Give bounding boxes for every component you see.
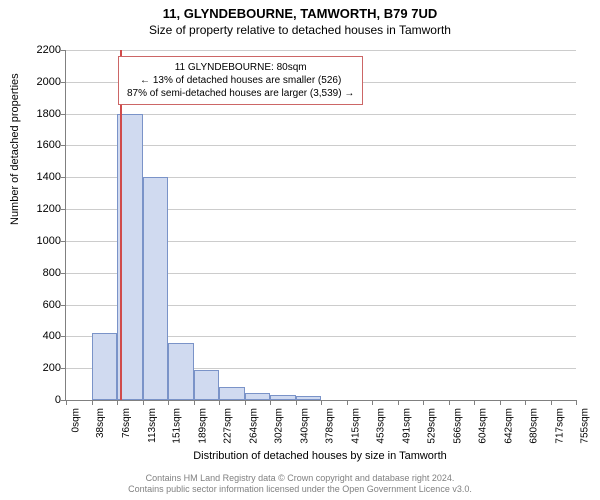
xtick-mark <box>551 400 552 405</box>
footer: Contains HM Land Registry data © Crown c… <box>0 473 600 496</box>
histogram-bar <box>194 370 220 400</box>
histogram-bar <box>92 333 118 400</box>
ytick-label: 2000 <box>21 76 61 88</box>
ytick-mark <box>61 241 66 242</box>
xtick-label: 566sqm <box>453 408 464 444</box>
xtick-label: 378sqm <box>325 408 336 444</box>
xtick-mark <box>500 400 501 405</box>
xtick-label: 604sqm <box>478 408 489 444</box>
ytick-mark <box>61 209 66 210</box>
histogram-bar <box>219 387 245 400</box>
footer-line-2: Contains public sector information licen… <box>0 484 600 496</box>
gridline <box>66 50 576 51</box>
chart-container: 11, GLYNDEBOURNE, TAMWORTH, B79 7UD Size… <box>0 0 600 500</box>
xtick-mark <box>245 400 246 405</box>
histogram-bar <box>143 177 169 400</box>
xtick-label: 340sqm <box>300 408 311 444</box>
xtick-label: 151sqm <box>172 408 183 444</box>
xtick-label: 113sqm <box>147 408 158 443</box>
xtick-mark <box>66 400 67 405</box>
ytick-mark <box>61 50 66 51</box>
xtick-mark <box>194 400 195 405</box>
ytick-label: 0 <box>21 394 61 406</box>
xtick-label: 642sqm <box>504 408 515 444</box>
xtick-mark <box>219 400 220 405</box>
annotation-line: 11 GLYNDEBOURNE: 80sqm <box>127 61 354 74</box>
plot-area: 0200400600800100012001400160018002000220… <box>65 50 576 401</box>
ytick-mark <box>61 273 66 274</box>
annotation-box: 11 GLYNDEBOURNE: 80sqm← 13% of detached … <box>118 56 363 105</box>
xtick-label: 189sqm <box>198 408 209 444</box>
xtick-mark <box>321 400 322 405</box>
xtick-mark <box>347 400 348 405</box>
ytick-label: 400 <box>21 330 61 342</box>
histogram-bar <box>245 393 271 400</box>
ytick-label: 1000 <box>21 235 61 247</box>
ytick-mark <box>61 177 66 178</box>
ytick-mark <box>61 145 66 146</box>
xtick-mark <box>92 400 93 405</box>
xtick-mark <box>423 400 424 405</box>
ytick-label: 1400 <box>21 171 61 183</box>
ytick-label: 200 <box>21 362 61 374</box>
xtick-mark <box>372 400 373 405</box>
xtick-mark <box>143 400 144 405</box>
ytick-mark <box>61 368 66 369</box>
xtick-mark <box>474 400 475 405</box>
xtick-label: 302sqm <box>274 408 285 444</box>
ytick-mark <box>61 305 66 306</box>
gridline <box>66 145 576 146</box>
histogram-bar <box>168 343 194 400</box>
xtick-mark <box>296 400 297 405</box>
ytick-mark <box>61 336 66 337</box>
gridline <box>66 114 576 115</box>
page-subtitle: Size of property relative to detached ho… <box>0 21 600 37</box>
xtick-label: 227sqm <box>223 408 234 444</box>
xtick-mark <box>168 400 169 405</box>
annotation-line: ← 13% of detached houses are smaller (52… <box>127 74 354 87</box>
x-axis-label: Distribution of detached houses by size … <box>65 450 575 462</box>
ytick-label: 600 <box>21 299 61 311</box>
xtick-label: 264sqm <box>249 408 260 444</box>
ytick-mark <box>61 82 66 83</box>
xtick-label: 76sqm <box>121 408 132 438</box>
xtick-label: 415sqm <box>351 408 362 444</box>
xtick-mark <box>449 400 450 405</box>
ytick-mark <box>61 114 66 115</box>
xtick-mark <box>525 400 526 405</box>
xtick-label: 453sqm <box>376 408 387 444</box>
ytick-label: 1800 <box>21 108 61 120</box>
xtick-label: 755sqm <box>580 408 591 444</box>
annotation-line: 87% of semi-detached houses are larger (… <box>127 87 354 100</box>
ytick-label: 1600 <box>21 139 61 151</box>
xtick-label: 0sqm <box>70 408 81 432</box>
page-title: 11, GLYNDEBOURNE, TAMWORTH, B79 7UD <box>0 0 600 21</box>
ytick-label: 1200 <box>21 203 61 215</box>
plot-wrap: Number of detached properties 0200400600… <box>65 50 575 400</box>
xtick-label: 680sqm <box>529 408 540 444</box>
histogram-bar <box>270 395 296 400</box>
ytick-label: 800 <box>21 267 61 279</box>
footer-line-1: Contains HM Land Registry data © Crown c… <box>0 473 600 485</box>
xtick-label: 491sqm <box>402 408 413 444</box>
xtick-label: 38sqm <box>96 408 107 438</box>
xtick-label: 529sqm <box>427 408 438 444</box>
xtick-mark <box>117 400 118 405</box>
xtick-mark <box>576 400 577 405</box>
xtick-mark <box>398 400 399 405</box>
y-axis-label: Number of detached properties <box>9 73 21 225</box>
histogram-bar <box>296 396 322 400</box>
ytick-label: 2200 <box>21 44 61 56</box>
xtick-mark <box>270 400 271 405</box>
xtick-label: 717sqm <box>555 408 566 444</box>
